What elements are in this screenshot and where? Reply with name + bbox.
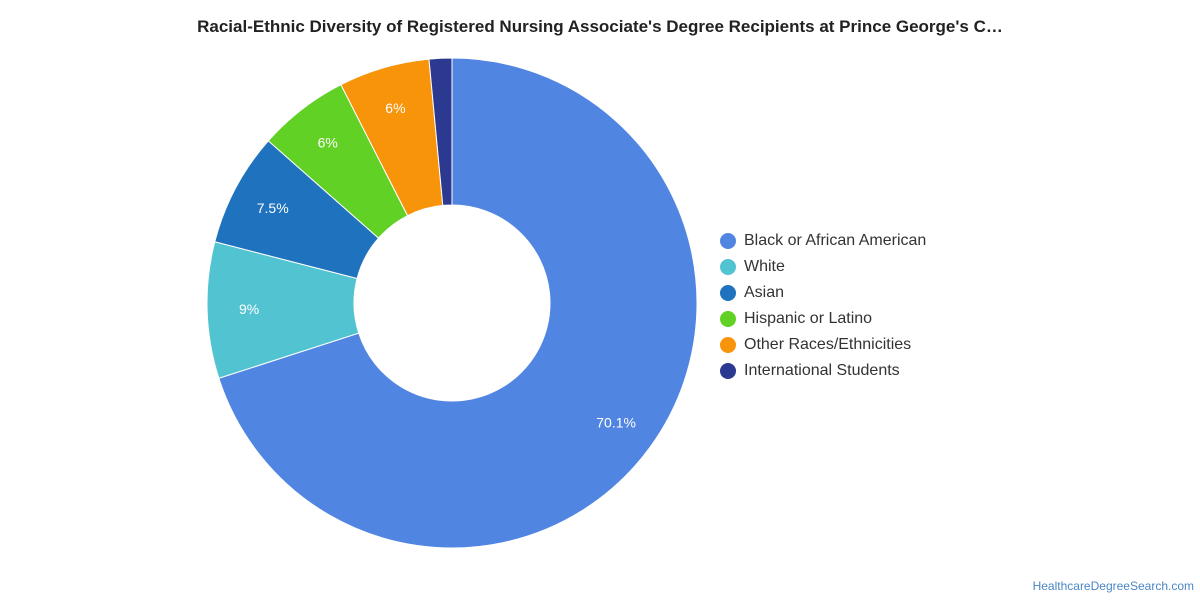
legend-swatch-icon — [720, 311, 736, 327]
legend-swatch-icon — [720, 233, 736, 249]
chart-title: Racial-Ethnic Diversity of Registered Nu… — [197, 17, 1003, 36]
legend-swatch-icon — [720, 285, 736, 301]
slice-labels: 70.1% 9% 7.5% 6% 6% — [239, 100, 636, 430]
legend-item-white[interactable]: White — [720, 254, 926, 280]
legend-label: Hispanic or Latino — [744, 310, 873, 327]
legend-label: Black or African American — [744, 232, 927, 249]
legend-swatch-icon — [720, 363, 736, 379]
legend-item-international-students[interactable]: International Students — [720, 358, 926, 384]
legend-label: Asian — [744, 284, 785, 301]
slice-international-students[interactable] — [428, 57, 453, 206]
slice-label-black-or-african-american: 70.1% — [596, 414, 636, 430]
legend-label: Other Races/Ethnicities — [744, 336, 912, 353]
legend-swatch-icon — [720, 259, 736, 275]
slice-label-white: 9% — [239, 301, 259, 317]
legend-item-other-races-ethnicities[interactable]: Other Races/Ethnicities — [720, 332, 926, 358]
slice-label-asian: 7.5% — [257, 200, 289, 216]
slice-label-other-races-ethnicities: 6% — [385, 100, 405, 116]
legend-item-black-or-african-american[interactable]: Black or African American — [720, 228, 926, 254]
legend-label: International Students — [744, 362, 900, 379]
slice-black-or-african-american[interactable] — [218, 57, 698, 549]
legend-swatch-icon — [720, 337, 736, 353]
legend-item-hispanic-or-latino[interactable]: Hispanic or Latino — [720, 306, 926, 332]
slice-label-hispanic-or-latino: 6% — [318, 135, 338, 151]
chart-legend: Black or African American White Asian Hispa… — [720, 228, 926, 384]
donut-slices — [206, 57, 698, 549]
legend-label: White — [744, 258, 785, 275]
legend-item-asian[interactable]: Asian — [720, 280, 926, 306]
source-credit-link[interactable]: HealthcareDegreeSearch.com — [1032, 579, 1194, 593]
